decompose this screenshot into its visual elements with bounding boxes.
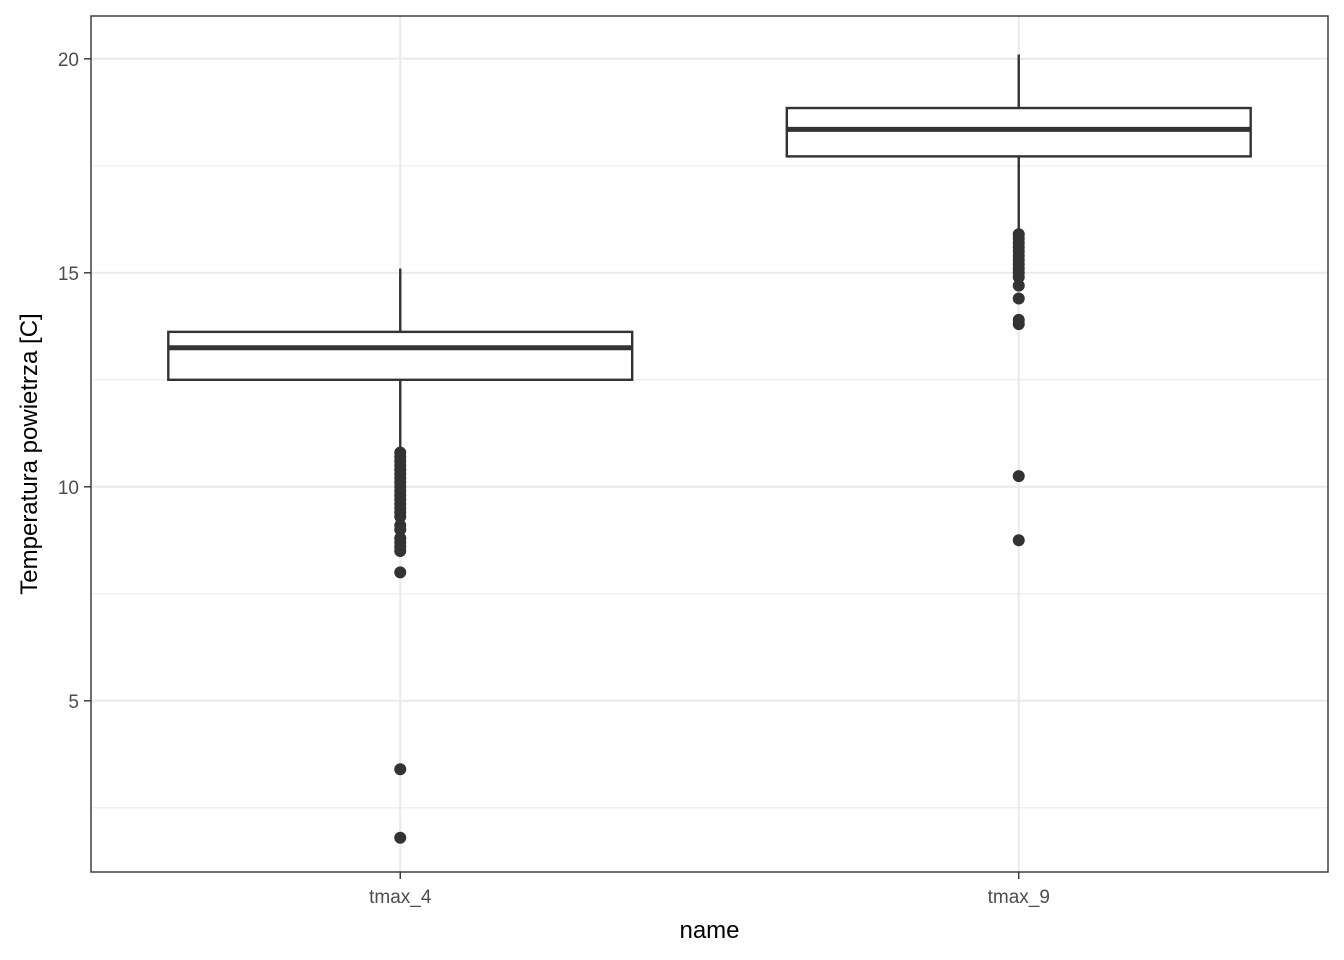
outlier-point [394, 545, 407, 557]
outlier-point [1012, 318, 1025, 331]
outlier-point [394, 566, 407, 579]
outlier-point [394, 510, 407, 523]
y-axis-title: Temperatura powietrza [C] [16, 313, 43, 594]
box-tmax_4 [167, 268, 634, 844]
outlier-point [394, 523, 407, 536]
box-iqr [785, 106, 1252, 158]
outlier-point [1012, 534, 1025, 547]
x-axis-title: name [679, 917, 739, 944]
y-tick-label: 10 [58, 478, 79, 499]
box-layer [167, 54, 1252, 844]
x-tick-label: tmax_9 [988, 887, 1050, 908]
box-iqr [167, 330, 634, 382]
outlier-point [1012, 470, 1025, 483]
x-axis: tmax_4 tmax_9 [369, 872, 1050, 908]
outlier-point [394, 763, 407, 776]
outlier-point [1012, 271, 1025, 284]
y-tick-label: 5 [68, 692, 79, 713]
outlier-point [1012, 279, 1025, 292]
y-axis: 5 10 15 20 [58, 50, 91, 713]
box-tmax_9 [785, 54, 1252, 547]
x-tick-label: tmax_4 [369, 887, 432, 908]
outlier-point [394, 831, 407, 844]
outlier-point [1012, 292, 1025, 305]
panel-border [90, 15, 1329, 873]
y-tick-label: 20 [58, 50, 79, 71]
y-tick-label: 15 [58, 264, 79, 285]
